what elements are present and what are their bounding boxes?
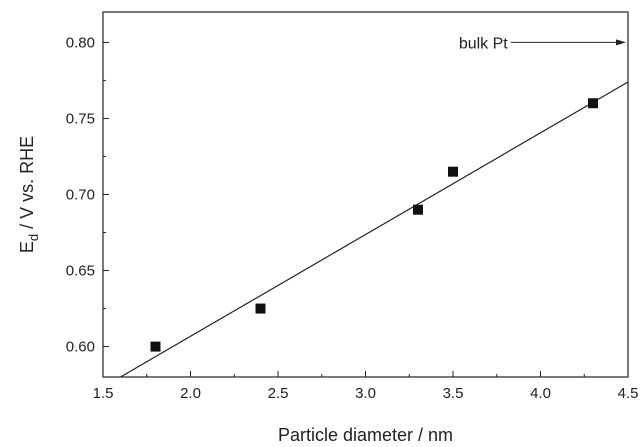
y-axis-ticks: 0.60 0.65 0.70 0.75 0.80: [66, 34, 109, 356]
data-point: [413, 204, 423, 215]
x-tick-label: 4.5: [618, 385, 639, 402]
data-point: [255, 303, 266, 314]
y-tick-label: 0.60: [66, 339, 95, 356]
y-tick-label: 0.70: [66, 187, 95, 204]
y-axis-title: Ed / V vs. RHE: [17, 136, 41, 253]
data-point: [150, 341, 161, 352]
y-tick-label: 0.65: [66, 263, 95, 280]
x-tick-label: 2.5: [268, 385, 289, 402]
x-tick-label: 4.0: [530, 385, 551, 402]
x-axis-ticks: 1.5 2.0 2.5 3.0 3.5 4.0 4.5: [93, 371, 639, 402]
x-axis-title: Particle diameter / nm: [278, 425, 453, 445]
y-tick-label: 0.80: [66, 34, 95, 51]
plot-frame: [102, 11, 629, 378]
x-tick-label: 2.0: [180, 385, 201, 402]
annotation-arrow-head: [616, 39, 626, 46]
data-point: [588, 98, 598, 109]
annotation-label: bulk Pt: [459, 35, 508, 52]
y-tick-label: 0.75: [66, 110, 95, 127]
fit-line: [120, 81, 629, 378]
x-tick-label: 3.5: [443, 385, 464, 402]
data-points: [150, 98, 598, 352]
y-axis-title-main: E: [17, 241, 37, 253]
x-tick-label: 1.5: [93, 385, 114, 402]
y-axis-title-rest: / V vs. RHE: [17, 136, 37, 234]
y-axis-title-subscript: d: [26, 234, 41, 241]
x-tick-label: 3.0: [355, 385, 376, 402]
data-point: [448, 166, 458, 177]
